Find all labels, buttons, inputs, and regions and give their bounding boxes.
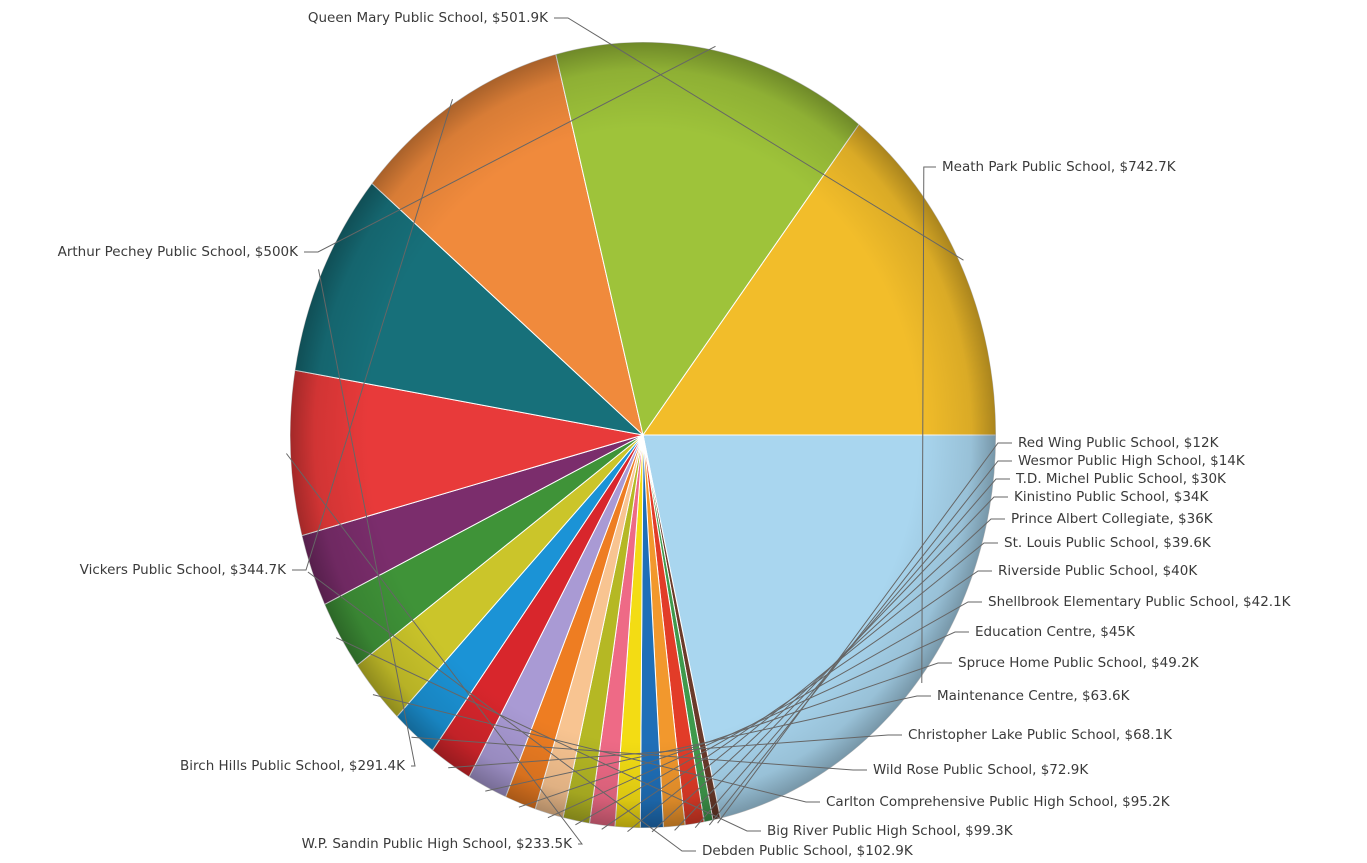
slice-label-wild-rose-public-school: Wild Rose Public School, $72.9K	[873, 762, 1089, 778]
slice-label-carlton-comprehensive-public-high-school: Carlton Comprehensive Public High School…	[826, 794, 1171, 810]
slice-label-meath-park-public-school: Meath Park Public School, $742.7K	[942, 159, 1177, 175]
leader-line-wild-rose-public-school	[411, 736, 867, 771]
slice-label-red-wing-public-school: Red Wing Public School, $12K	[1018, 435, 1220, 451]
slice-label-prince-albert-collegiate: Prince Albert Collegiate, $36K	[1011, 511, 1214, 527]
slice-label-wesmor-public-high-school: Wesmor Public High School, $14K	[1018, 453, 1246, 469]
slice-label-maintenance-centre: Maintenance Centre, $63.6K	[937, 688, 1131, 704]
slice-label-spruce-home-public-school: Spruce Home Public School, $49.2K	[958, 655, 1200, 671]
slice-label-birch-hills-public-school: Birch Hills Public School, $291.4K	[180, 758, 406, 774]
slice-label-kinistino-public-school: Kinistino Public School, $34K	[1014, 489, 1210, 505]
slice-label-queen-mary-public-school: Queen Mary Public School, $501.9K	[308, 10, 549, 26]
slice-label-arthur-pechey-public-school: Arthur Pechey Public School, $500K	[58, 244, 300, 260]
leader-line-w-p-sandin-public-high-school	[286, 453, 584, 845]
leader-line-arthur-pechey-public-school	[304, 45, 716, 253]
leader-line-st-louis-public-school	[627, 542, 998, 832]
leader-line-debden-public-school	[307, 571, 696, 852]
slice-label-big-river-public-high-school: Big River Public High School, $99.3K	[767, 823, 1014, 839]
leader-line-christopher-lake-public-school	[448, 734, 902, 769]
leader-line-t-d-michel-public-school	[694, 478, 1010, 829]
leader-line-spruce-home-public-school	[518, 662, 952, 808]
leader-line-wesmor-public-high-school	[708, 460, 1012, 826]
leader-line-prince-albert-collegiate	[651, 518, 1005, 833]
slice-label-riverside-public-school: Riverside Public School, $40K	[998, 563, 1198, 579]
leader-line-riverside-public-school	[601, 570, 992, 830]
leader-line-big-river-public-high-school	[335, 637, 761, 832]
slice-label-christopher-lake-public-school: Christopher Lake Public School, $68.1K	[908, 727, 1173, 743]
leader-line-meath-park-public-school	[921, 166, 936, 684]
slice-label-education-centre: Education Centre, $45K	[975, 624, 1136, 640]
leader-line-queen-mary-public-school	[554, 17, 964, 261]
leader-line-birch-hills-public-school	[318, 269, 416, 767]
slice-label-vickers-public-school: Vickers Public School, $344.7K	[80, 562, 288, 578]
leader-line-shellbrook-elementary-public-school	[575, 601, 982, 826]
leader-line-maintenance-centre	[485, 695, 931, 792]
slice-label-t-d-michel-public-school: T.D. Michel Public School, $30K	[1015, 471, 1227, 487]
slice-label-w-p-sandin-public-high-school: W.P. Sandin Public High School, $233.5K	[302, 836, 573, 852]
pie-slices	[289, 41, 997, 829]
leader-line-education-centre	[547, 631, 969, 819]
slice-label-debden-public-school: Debden Public School, $102.9K	[702, 843, 914, 859]
pie-labels: Meath Park Public School, $742.7K Red Win…	[58, 10, 1292, 859]
leader-line-vickers-public-school	[292, 99, 453, 571]
leader-line-kinistino-public-school	[674, 496, 1008, 831]
slice-label-shellbrook-elementary-public-school: Shellbrook Elementary Public School, $42…	[988, 594, 1292, 610]
slice-label-st-louis-public-school: St. Louis Public School, $39.6K	[1004, 535, 1212, 551]
leader-line-carlton-comprehensive-public-high-school	[372, 694, 820, 803]
